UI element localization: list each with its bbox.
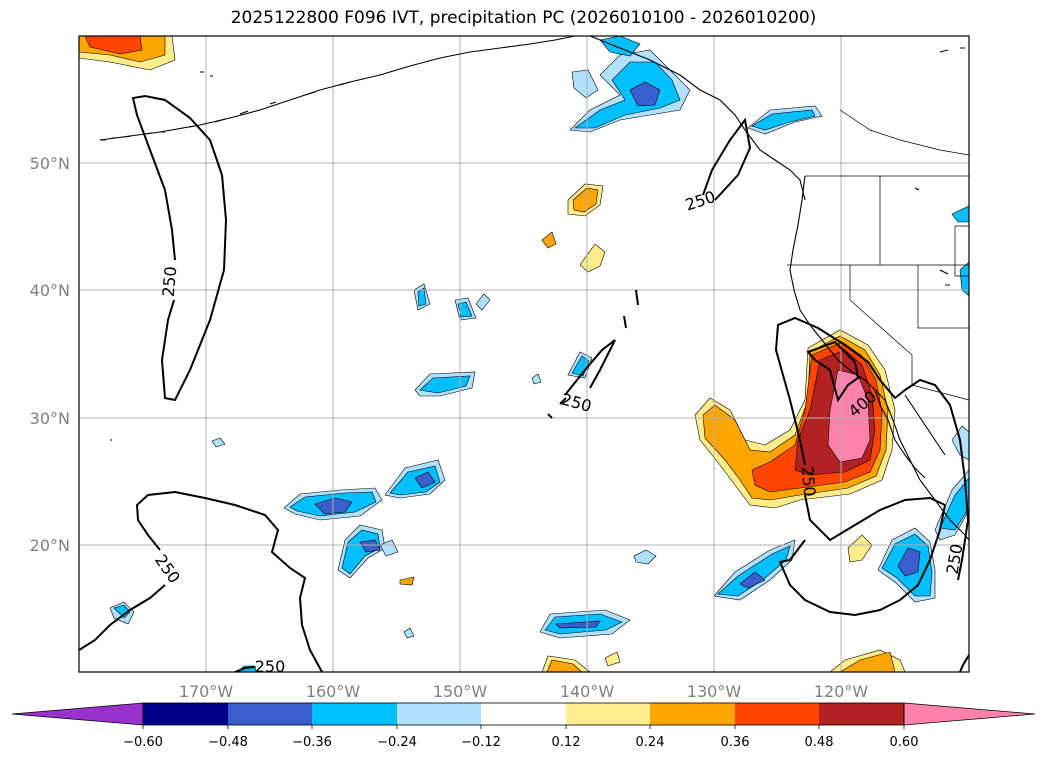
ivt-contour-400 (806, 340, 860, 403)
colorbar-tick-label: −0.48 (208, 735, 248, 750)
latitude-labels: 20°N 30°N 40°N 50°N (30, 154, 70, 555)
colorbar-tick-label: 0.48 (805, 735, 834, 750)
precip-positive-region (847, 534, 873, 563)
longitude-labels: 170°W 160°W 150°W 140°W 130°W 120°W (179, 682, 869, 701)
lat-tick-label: 20°N (30, 536, 70, 555)
colorbar-segment (650, 703, 735, 725)
precip-positive-region (839, 651, 896, 672)
lon-tick-label: 170°W (179, 682, 234, 701)
map-frame (78, 35, 970, 673)
precip-negative-region (571, 69, 599, 99)
colorbar-segment (735, 703, 819, 725)
lon-tick-label: 160°W (306, 682, 361, 701)
precip-negative-region (599, 36, 641, 57)
colorbar: −0.60 −0.48 −0.36 −0.24 −0.12 0.12 0.24 … (11, 702, 1036, 750)
precip-negative-region (417, 287, 427, 307)
precip-negative-region (717, 545, 791, 597)
colorbar-segment (481, 703, 566, 725)
precip-negative-region (633, 549, 657, 565)
islands-misc (110, 47, 965, 441)
map-title: 2025122800 F096 IVT, precipitation PC (2… (230, 8, 817, 28)
precip-negative-region (475, 293, 491, 311)
precip-negative-region (414, 471, 436, 489)
lon-tick-label: 130°W (687, 682, 742, 701)
colorbar-tick-label: 0.12 (552, 735, 581, 750)
precip-negative-region (951, 205, 969, 223)
lat-tick-label: 50°N (30, 154, 70, 173)
precip-negative-region (403, 627, 415, 639)
ivt-contour-250 (564, 339, 616, 396)
precip-negative-region (574, 61, 681, 129)
aleutian-islands (100, 71, 351, 141)
lat-tick-label: 40°N (30, 281, 70, 300)
colorbar-extend-low (11, 702, 144, 726)
precip-negative-region (531, 373, 542, 385)
ivt-contour-250 (547, 289, 639, 419)
southeast-alaska-bc-coastline (589, 36, 806, 201)
ivt-contour-label: 250 (159, 265, 181, 297)
ivt-contour-250 (702, 117, 752, 201)
ivt-contours (79, 94, 969, 672)
colorbar-tick-label: −0.12 (461, 735, 501, 750)
precip-negative-region (897, 547, 921, 577)
precip-negative-region (629, 81, 661, 107)
colorbar-segment (228, 703, 312, 725)
ivt-contour-250 (959, 654, 969, 672)
colorbar-segment (566, 703, 650, 725)
precip-negative-region (379, 539, 399, 557)
ivt-contour-250 (804, 378, 969, 581)
precip-positive-region (541, 231, 557, 249)
precip-positive-region (546, 659, 583, 672)
map-gridlines (79, 36, 969, 672)
colorbar-tick-label: 0.36 (721, 735, 750, 750)
ivt-contour-label: 250 (798, 465, 820, 497)
precip-negative-region (739, 571, 766, 589)
ivt-contour-250 (135, 490, 323, 672)
baja-california (874, 389, 946, 479)
precip-negative-region (419, 375, 471, 394)
precip-negative-region (555, 620, 601, 629)
precip-negative-region (359, 539, 381, 553)
colorbar-tick-label: 0.24 (636, 735, 665, 750)
colorbar-tick-label: −0.60 (123, 735, 163, 750)
lon-tick-label: 140°W (560, 682, 615, 701)
colorbar-segment (143, 703, 228, 725)
colorbar-tick-label: −0.36 (292, 735, 332, 750)
precip-negative-region (751, 109, 816, 131)
ivt-contour-250 (234, 666, 256, 672)
precip-positive-region (827, 369, 871, 463)
colorbar-frame (142, 702, 905, 726)
lat-tick-label: 30°N (30, 409, 70, 428)
precip-pc-fields (79, 36, 969, 672)
ivt-contour-label: 250 (255, 657, 286, 676)
colorbar-segment (312, 703, 397, 725)
precip-positive-region (84, 36, 143, 55)
ivt-contour-250 (778, 504, 946, 617)
ivt-contour-250 (79, 584, 166, 651)
colorbar-segment (819, 703, 904, 725)
colorbar-extend-high (903, 702, 1036, 726)
ivt-contour-250 (131, 94, 228, 402)
colorbar-tick-label: −0.24 (377, 735, 417, 750)
colorbar-tick-label: 0.60 (890, 735, 919, 750)
lon-tick-label: 150°W (433, 682, 488, 701)
ivt-contour-250 (774, 316, 906, 466)
precip-negative-region (113, 604, 131, 619)
precip-positive-region (399, 576, 415, 586)
precip-negative-region (211, 437, 226, 448)
colorbar-segment (397, 703, 481, 725)
map-plot-area: 250 250 250 250 250 250 400 250 (79, 36, 969, 676)
precip-positive-region (604, 651, 621, 667)
lon-tick-label: 120°W (814, 682, 869, 701)
